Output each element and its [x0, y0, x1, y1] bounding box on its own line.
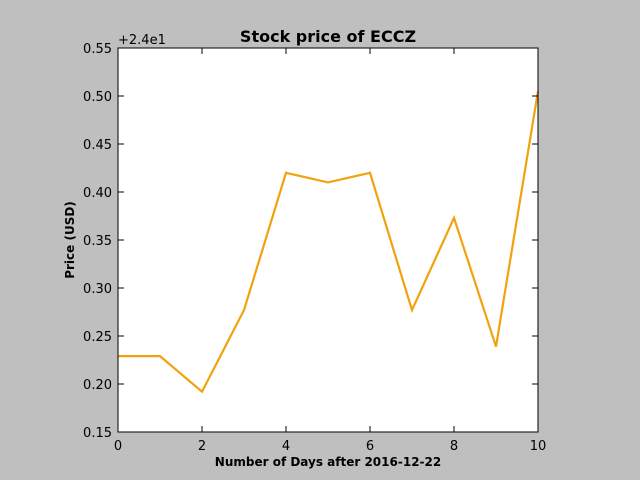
x-tick-label: 6: [366, 439, 374, 454]
x-tick-label: 2: [198, 439, 206, 454]
y-tick-label: 0.35: [83, 234, 112, 249]
y-tick-label: 0.45: [83, 138, 112, 153]
y-axis-label: Price (USD): [63, 201, 77, 279]
plot-area: [118, 48, 538, 432]
y-tick-label: 0.50: [83, 90, 112, 105]
y-tick-label: 0.20: [83, 378, 112, 393]
x-tick-label: 4: [282, 439, 290, 454]
y-axis: 0.15 0.20 0.25 0.30 0.35 0.40 0.45 0.50 0.55: [83, 42, 538, 441]
y-tick-label: 0.55: [83, 42, 112, 57]
y-tick-label: 0.30: [83, 282, 112, 297]
x-tick-label: 10: [530, 439, 547, 454]
y-tick-label: 0.15: [83, 426, 112, 441]
x-axis: 0 2 4 6 8 10: [114, 48, 546, 454]
x-axis-label: Number of Days after 2016-12-22: [215, 455, 441, 469]
x-tick-label: 0: [114, 439, 122, 454]
y-tick-label: 0.25: [83, 330, 112, 345]
y-offset-text: +2.4e1: [118, 33, 166, 48]
x-tick-label: 8: [450, 439, 458, 454]
y-tick-label: 0.40: [83, 186, 112, 201]
chart-title: Stock price of ECCZ: [240, 27, 416, 46]
